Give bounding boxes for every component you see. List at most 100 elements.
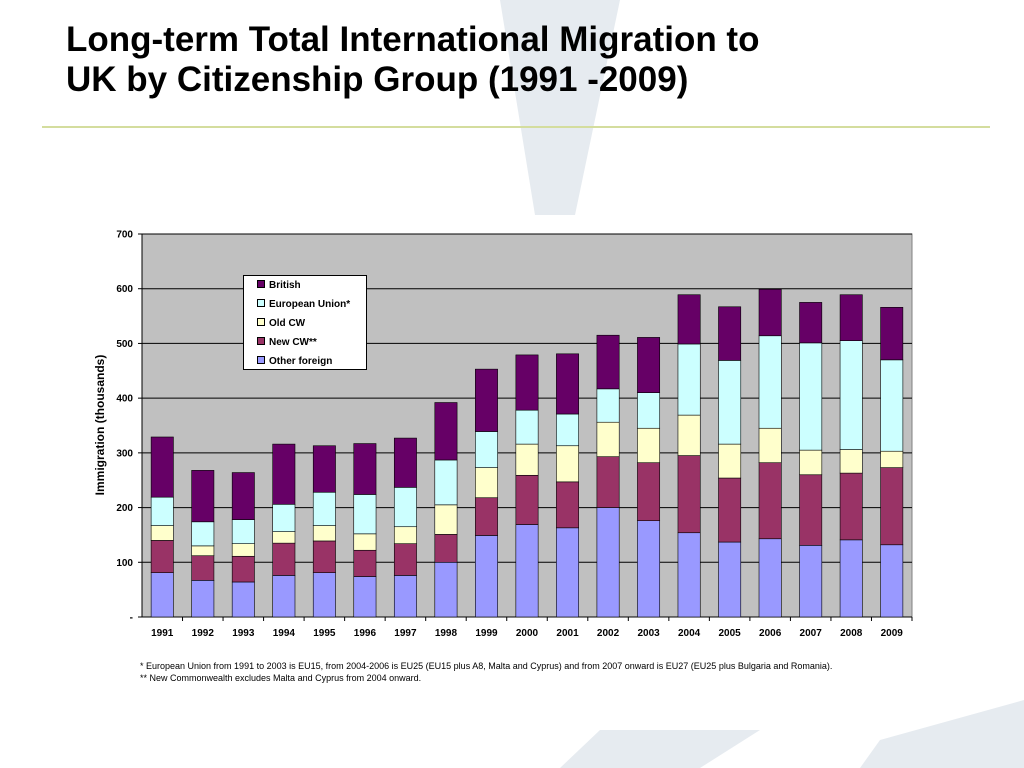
x-tick-label: 1999	[475, 628, 498, 639]
x-tick-label: 1997	[394, 628, 417, 639]
bar-segment-old-cw	[353, 533, 377, 551]
bar-segment-old-cw	[799, 449, 823, 476]
y-tick-label: 500	[116, 339, 133, 350]
x-tick-label: 2003	[637, 628, 660, 639]
legend-item-other-foreign: Other foreign	[257, 355, 332, 369]
bar-segment-european-union	[475, 431, 498, 468]
bar-segment-other-foreign	[718, 541, 742, 618]
legend-swatch	[257, 299, 265, 307]
legend-label: British	[269, 280, 301, 291]
bar-segment-new-cw	[475, 497, 498, 536]
y-tick-label: 700	[116, 230, 133, 241]
bar-segment-other-foreign	[231, 581, 255, 618]
bar-segment-new-cw	[393, 543, 417, 576]
bar-segment-other-foreign	[434, 561, 458, 618]
y-axis-title: Immigration (thousands)	[93, 355, 107, 496]
x-tick-label: 2006	[759, 628, 782, 639]
bar-segment-european-union	[393, 487, 417, 528]
bar-segment-other-foreign	[839, 539, 863, 618]
bar-segment-british	[434, 402, 458, 461]
bar-segment-european-union	[231, 519, 255, 544]
x-tick-label: 1993	[232, 628, 255, 639]
bar-segment-new-cw	[758, 462, 782, 540]
bar-segment-old-cw	[312, 525, 336, 542]
slide-title: Long-term Total International Migration …	[66, 20, 760, 99]
bar-segment-old-cw	[434, 504, 458, 535]
x-tick-label: 2009	[881, 628, 904, 639]
bar-segment-other-foreign	[799, 545, 823, 618]
footnote-new-cw: ** New Commonwealth excludes Malta and C…	[140, 673, 422, 683]
x-tick-label: 1996	[354, 628, 377, 639]
bar-segment-other-foreign	[150, 572, 174, 618]
bar-segment-british	[191, 470, 215, 523]
x-tick-label: 2008	[840, 628, 863, 639]
bar-segment-european-union	[150, 496, 174, 526]
bar-segment-british	[272, 443, 296, 505]
decor-upper-stripe	[500, 0, 620, 215]
bar-segment-new-cw	[231, 555, 255, 583]
legend-swatch	[257, 280, 265, 288]
bar-segment-new-cw	[191, 555, 215, 581]
bar-segment-british	[353, 443, 377, 495]
legend-swatch	[257, 337, 265, 345]
bar-segment-old-cw	[677, 414, 701, 456]
x-tick-label: 2002	[597, 628, 620, 639]
legend-item-new-cw: New CW**	[257, 336, 317, 350]
bar-segment-other-foreign	[393, 575, 417, 618]
y-tick-label: 200	[116, 503, 133, 514]
x-tick-label: 2001	[556, 628, 579, 639]
y-tick-label: 600	[116, 284, 133, 295]
bar-segment-old-cw	[393, 526, 417, 544]
chart-legend: British European Union* Old CW New CW** …	[243, 275, 367, 370]
legend-item-old-cw: Old CW	[257, 317, 305, 331]
bar-segment-british	[839, 294, 863, 341]
bar-segment-european-union	[637, 392, 661, 429]
bar-segment-new-cw	[272, 542, 296, 576]
bar-segment-european-union	[718, 360, 742, 445]
y-tick-label: 100	[116, 558, 133, 569]
bar-segment-old-cw	[596, 421, 620, 457]
bar-segment-british	[393, 437, 417, 488]
bar-segment-british	[231, 472, 255, 520]
bar-segment-european-union	[556, 413, 579, 447]
x-tick-label: 2004	[678, 628, 701, 639]
bar-segment-new-cw	[556, 481, 579, 529]
bar-segment-british	[515, 354, 539, 411]
bar-segment-new-cw	[312, 540, 336, 573]
bar-segment-british	[799, 302, 823, 344]
legend-label: Old CW	[269, 318, 306, 329]
bar-segment-european-union	[272, 503, 296, 532]
legend-item-european-union: European Union*	[257, 298, 350, 312]
bar-segment-british	[596, 334, 620, 390]
bar-segment-european-union	[434, 459, 458, 506]
bar-segment-other-foreign	[556, 527, 579, 618]
bar-segment-british	[637, 337, 661, 393]
bar-segment-british	[556, 353, 579, 415]
x-tick-label: 1992	[192, 628, 215, 639]
bar-segment-other-foreign	[758, 538, 782, 618]
legend-swatch	[257, 318, 265, 326]
bar-segment-new-cw	[637, 462, 661, 522]
x-tick-label: 2007	[800, 628, 823, 639]
bar-segment-british	[475, 368, 498, 432]
bar-segment-new-cw	[150, 540, 174, 573]
bar-segment-new-cw	[677, 455, 701, 534]
bar-segment-old-cw	[475, 467, 498, 499]
bar-segment-other-foreign	[475, 535, 498, 618]
bar-segment-old-cw	[718, 443, 742, 479]
bar-segment-old-cw	[272, 531, 296, 544]
bar-segment-other-foreign	[191, 580, 215, 618]
bar-segment-old-cw	[758, 427, 782, 464]
bar-segment-old-cw	[556, 445, 579, 483]
bar-segment-new-cw	[596, 456, 620, 508]
bar-segment-old-cw	[515, 443, 539, 476]
legend-swatch	[257, 356, 265, 364]
bar-segment-other-foreign	[272, 575, 296, 618]
bar-segment-european-union	[312, 491, 336, 526]
legend-item-british: British	[257, 279, 301, 293]
bar-segment-new-cw	[353, 549, 377, 577]
bar-segment-old-cw	[191, 545, 215, 557]
footnotes: * European Union from 1991 to 2003 is EU…	[140, 660, 880, 684]
